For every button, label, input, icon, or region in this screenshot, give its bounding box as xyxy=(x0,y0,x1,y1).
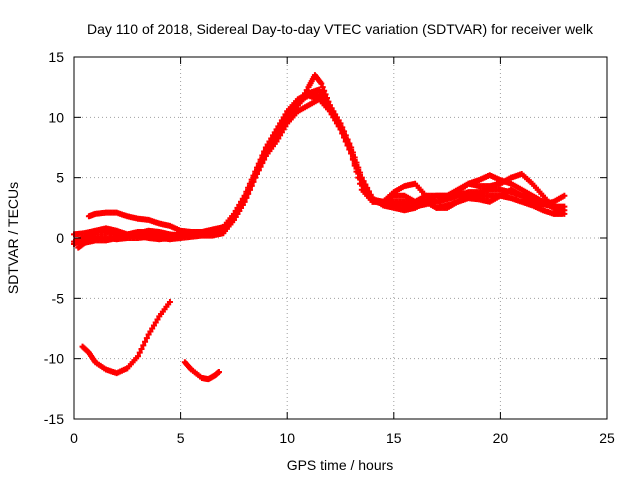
data-point xyxy=(248,179,255,186)
y-tick-label: 5 xyxy=(56,170,64,186)
data-point xyxy=(261,150,268,157)
data-point xyxy=(367,194,374,201)
y-tick-label: 10 xyxy=(48,109,64,125)
data-point xyxy=(166,298,173,305)
data-point xyxy=(152,319,159,326)
data-point xyxy=(250,175,257,182)
data-point xyxy=(243,191,250,198)
data-point xyxy=(140,342,147,349)
data-point xyxy=(362,185,369,192)
x-tick-label: 5 xyxy=(177,430,185,446)
data-point xyxy=(259,154,266,161)
data-point xyxy=(134,353,141,360)
data-point xyxy=(252,171,259,178)
data-point xyxy=(236,204,243,211)
data-point xyxy=(273,138,280,145)
y-tick-label: 15 xyxy=(48,49,64,65)
data-point xyxy=(145,331,152,338)
data-point xyxy=(344,139,351,146)
data-point xyxy=(257,158,264,165)
data-point xyxy=(241,195,248,202)
data-point xyxy=(253,167,260,174)
chart-title: Day 110 of 2018, Sidereal Day-to-day VTE… xyxy=(87,21,594,37)
y-tick-label: -15 xyxy=(44,411,64,427)
series-arc-1 xyxy=(79,298,173,377)
data-point xyxy=(355,169,362,176)
data-point xyxy=(275,135,282,142)
data-point xyxy=(154,316,161,323)
x-tick-label: 15 xyxy=(386,430,402,446)
data-point xyxy=(245,187,252,194)
data-point xyxy=(136,349,143,356)
data-point xyxy=(142,338,149,345)
data-point xyxy=(215,368,222,375)
data-point xyxy=(351,158,358,165)
data-point xyxy=(321,87,328,94)
data-point xyxy=(357,174,364,181)
data-point xyxy=(353,163,360,170)
y-tick-label: -10 xyxy=(44,351,64,367)
data-point xyxy=(255,163,262,170)
data-point xyxy=(346,143,353,150)
data-point xyxy=(150,322,157,329)
data-point xyxy=(342,135,349,142)
data-point xyxy=(348,148,355,155)
data-point xyxy=(349,153,356,160)
y-axis-label: SDTVAR / TECUs xyxy=(5,182,21,294)
data-point xyxy=(149,325,156,332)
data-point xyxy=(561,203,568,210)
y-tick-label: 0 xyxy=(56,230,64,246)
data-point xyxy=(230,214,237,221)
data-point xyxy=(238,201,245,208)
data-point xyxy=(234,208,241,215)
data-point xyxy=(232,211,239,218)
data-point xyxy=(365,191,372,198)
series-track-e xyxy=(75,90,568,251)
y-tick-label: -5 xyxy=(52,290,65,306)
series-track-b xyxy=(71,86,568,239)
x-tick-label: 0 xyxy=(70,430,78,446)
x-tick-label: 25 xyxy=(599,430,615,446)
x-tick-label: 10 xyxy=(279,430,295,446)
series-arc-2 xyxy=(181,359,222,383)
x-tick-label: 20 xyxy=(493,430,509,446)
data-point xyxy=(561,192,568,199)
data-point xyxy=(239,198,246,205)
data-point xyxy=(138,346,145,353)
data-point xyxy=(143,335,150,342)
data-point xyxy=(360,182,367,189)
data-point xyxy=(246,183,253,190)
data-point xyxy=(318,80,325,87)
x-axis-label: GPS time / hours xyxy=(287,457,394,473)
data-point xyxy=(358,179,365,186)
data-point xyxy=(337,122,344,129)
data-point xyxy=(278,129,285,136)
data-point xyxy=(147,328,154,335)
data-point xyxy=(339,127,346,134)
plot-area xyxy=(71,72,568,383)
axis-ticks: 0 5 10 15 20 25 -15 -10 -5 0 5 10 15 xyxy=(44,49,615,446)
data-point xyxy=(364,188,371,195)
data-point xyxy=(341,131,348,138)
data-point xyxy=(319,84,326,91)
data-point xyxy=(277,132,284,139)
